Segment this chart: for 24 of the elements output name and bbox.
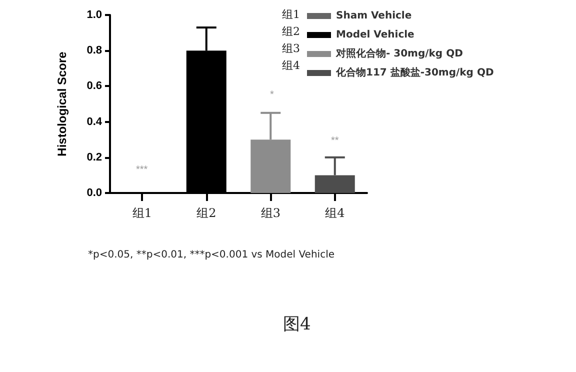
x-tick-label: 组4 [325, 206, 346, 220]
category-label: 组4 [282, 59, 300, 72]
y-tick-label: 0.0 [86, 187, 102, 199]
annotation: ** [331, 136, 339, 146]
category-label: 组2 [282, 25, 300, 38]
legend-label: 对照化合物- 30mg/kg QD [335, 48, 463, 60]
x-tick-label: 组1 [132, 206, 152, 220]
category-label: 组3 [282, 42, 300, 55]
legend-label: 化合物117 盐酸盐-30mg/kg QD [335, 66, 494, 78]
y-tick-label: 0.8 [86, 44, 102, 57]
x-tick-label: 组2 [196, 206, 216, 220]
y-tick-label: 0.6 [86, 80, 102, 92]
category-label: 组1 [282, 8, 300, 21]
y-axis-title: Histological Score [55, 51, 69, 156]
legend-label: Sham Vehicle [336, 10, 412, 22]
y-tick-label: 1.0 [86, 9, 102, 21]
y-tick-label: 0.2 [86, 151, 102, 164]
text: *p<0.05, **p<0.01, ***p<0.001 vs Model Vehicle [88, 250, 335, 260]
caption: 图4 [283, 314, 311, 334]
annotation: * [270, 90, 274, 100]
annotation: *** [136, 164, 148, 176]
y-tick-label: 0.4 [86, 116, 103, 128]
legend-label: Model Vehicle [336, 30, 415, 40]
x-tick-label: 组3 [260, 206, 280, 220]
